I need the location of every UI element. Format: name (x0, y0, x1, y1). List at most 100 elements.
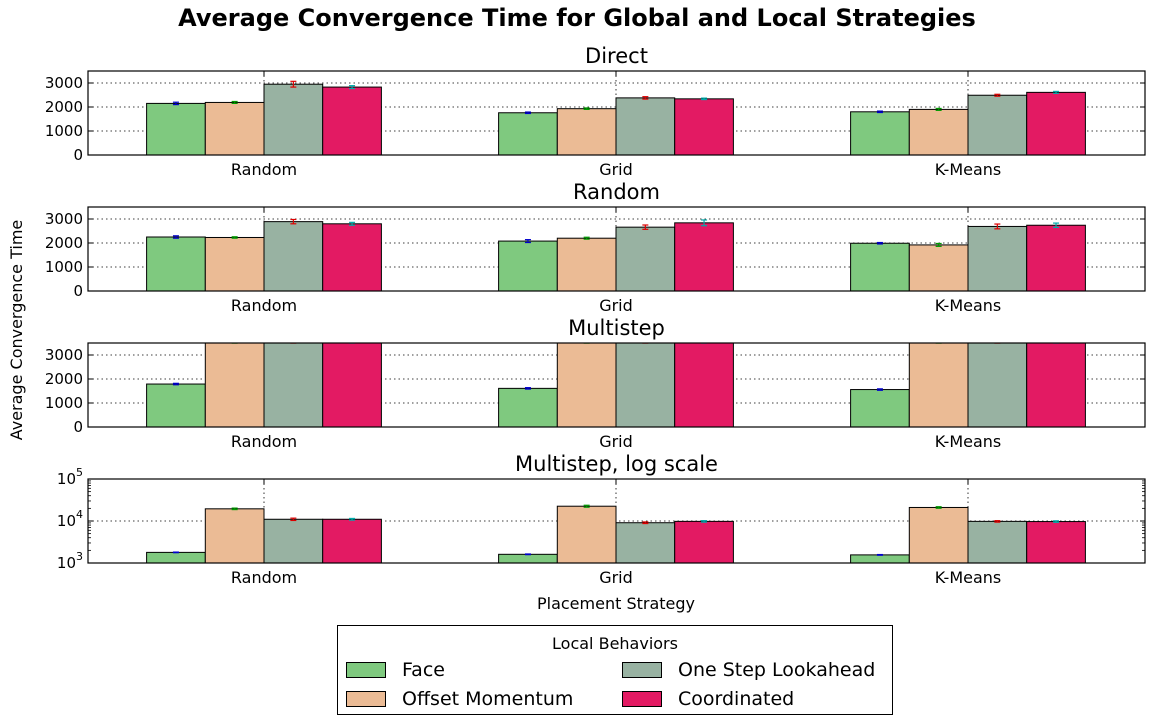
panel-random: 0 1000 2000 3000 Random Grid K-Means Random (45, 180, 1146, 315)
panel-title: Multistep (568, 316, 665, 340)
y-tick-label: 2000 (45, 98, 83, 116)
legend-item-one-step-lookahead: One Step Lookahead (622, 659, 875, 681)
bar-offset-momentum-k-means (908, 108, 969, 155)
y-tick-label: 3000 (45, 210, 83, 228)
x-tick-label-grid: Grid (599, 568, 633, 587)
bar-one-step-lookahead-random (263, 343, 324, 427)
legend-label-offset-momentum: Offset Momentum (402, 688, 574, 710)
bar-coordinated-k-means (1026, 224, 1086, 291)
bar-one-step-lookahead-grid (615, 97, 676, 155)
bar-face-k-means (850, 389, 910, 427)
legend-swatch-coordinated (622, 691, 662, 707)
bar-face-k-means (850, 554, 910, 563)
bar-coordinated-random (322, 86, 382, 155)
y-tick-label: 1000 (45, 258, 83, 276)
y-axis-label: Average Convergence Time (7, 220, 26, 441)
x-tick-label-k-means: K-Means (935, 568, 1002, 587)
bar-one-step-lookahead-k-means (967, 343, 1028, 427)
y-tick-label: 0 (73, 146, 83, 164)
y-tick-label: 0 (73, 282, 83, 300)
x-tick-label-random: Random (231, 160, 297, 179)
x-tick-label-random: Random (231, 296, 297, 315)
bars-multistep (146, 343, 1086, 427)
y-tick-label: 2000 (45, 370, 83, 388)
bar-one-step-lookahead-random (263, 518, 324, 563)
bar-offset-momentum-grid (556, 343, 617, 427)
legend-title: Local Behaviors (552, 634, 678, 653)
bars-multistep-log-scale (146, 504, 1086, 563)
legend-swatch-one-step-lookahead (622, 662, 662, 678)
x-axis-label: Placement Strategy (537, 594, 695, 613)
bar-face-random (146, 236, 206, 291)
bar-offset-momentum-random (204, 101, 265, 155)
legend-label-coordinated: Coordinated (678, 688, 795, 710)
bar-offset-momentum-grid (556, 108, 617, 155)
bar-one-step-lookahead-random (263, 83, 324, 155)
bar-offset-momentum-k-means (908, 506, 969, 563)
x-tick-label-grid: Grid (599, 432, 633, 451)
legend-item-face: Face (346, 659, 445, 681)
bar-face-random (146, 102, 206, 155)
bars-direct (146, 80, 1086, 155)
bar-one-step-lookahead-k-means (967, 520, 1028, 563)
x-tick-label-k-means: K-Means (935, 160, 1002, 179)
bar-offset-momentum-k-means (908, 343, 969, 427)
panel-title: Random (573, 180, 660, 204)
x-tick-label-grid: Grid (599, 296, 633, 315)
x-tick-label-grid: Grid (599, 160, 633, 179)
bar-one-step-lookahead-grid (615, 343, 676, 427)
y-tick-label: 104 (57, 508, 83, 530)
bar-coordinated-grid (674, 520, 734, 563)
panel-multistep-log-scale: 103 104 105 Random Grid K-Means Multistep, log… (57, 452, 1146, 587)
x-tick-label-k-means: K-Means (935, 432, 1002, 451)
bar-coordinated-grid (674, 222, 734, 291)
legend-swatch-face (346, 662, 386, 678)
y-tick-label: 0 (73, 418, 83, 436)
bar-face-grid (498, 553, 558, 563)
legend-item-coordinated: Coordinated (622, 688, 794, 710)
x-tick-label-random: Random (231, 568, 297, 587)
legend-swatch-offset-momentum (346, 691, 386, 707)
x-tick-label-random: Random (231, 432, 297, 451)
bar-coordinated-random (322, 223, 382, 291)
bar-offset-momentum-k-means (908, 244, 969, 291)
chart-title: Average Convergence Time for Global and … (178, 4, 976, 32)
bar-one-step-lookahead-grid (615, 226, 676, 291)
bar-face-random (146, 551, 206, 563)
bar-offset-momentum-random (204, 508, 265, 563)
x-tick-label-k-means: K-Means (935, 296, 1002, 315)
legend-label-face: Face (402, 659, 445, 681)
panel-multistep: 0 1000 2000 3000 Random Grid K-Means Multistep (45, 316, 1146, 451)
bar-coordinated-grid (674, 343, 734, 427)
bar-one-step-lookahead-k-means (967, 225, 1028, 291)
bar-offset-momentum-random (204, 236, 265, 291)
y-tick-label: 1000 (45, 122, 83, 140)
bar-offset-momentum-grid (556, 237, 617, 291)
legend: Local Behaviors Face Offset Momentum One… (337, 625, 893, 715)
bar-coordinated-k-means (1026, 521, 1086, 563)
bar-coordinated-random (322, 518, 382, 563)
y-tick-label: 1000 (45, 394, 83, 412)
bar-face-grid (498, 112, 558, 155)
y-tick-label: 3000 (45, 74, 83, 92)
bars-random (146, 218, 1086, 291)
bar-face-k-means (850, 242, 910, 291)
panel-title: Direct (585, 44, 648, 68)
legend-label-one-step-lookahead: One Step Lookahead (678, 659, 876, 681)
y-tick-label: 105 (57, 466, 83, 488)
bar-face-random (146, 383, 206, 427)
bar-one-step-lookahead-random (263, 221, 324, 291)
bar-face-grid (498, 240, 558, 291)
bar-coordinated-k-means (1026, 343, 1086, 427)
bar-face-k-means (850, 111, 910, 155)
bar-offset-momentum-random (204, 343, 265, 427)
panel-title: Multistep, log scale (515, 452, 718, 476)
bar-coordinated-random (322, 343, 382, 427)
bar-coordinated-grid (674, 98, 734, 155)
legend-item-offset-momentum: Offset Momentum (346, 688, 573, 710)
bar-one-step-lookahead-k-means (967, 94, 1028, 155)
y-tick-label: 103 (57, 550, 83, 572)
panel-direct: 0 1000 2000 3000 Random Grid K-Means Direct (45, 44, 1146, 179)
